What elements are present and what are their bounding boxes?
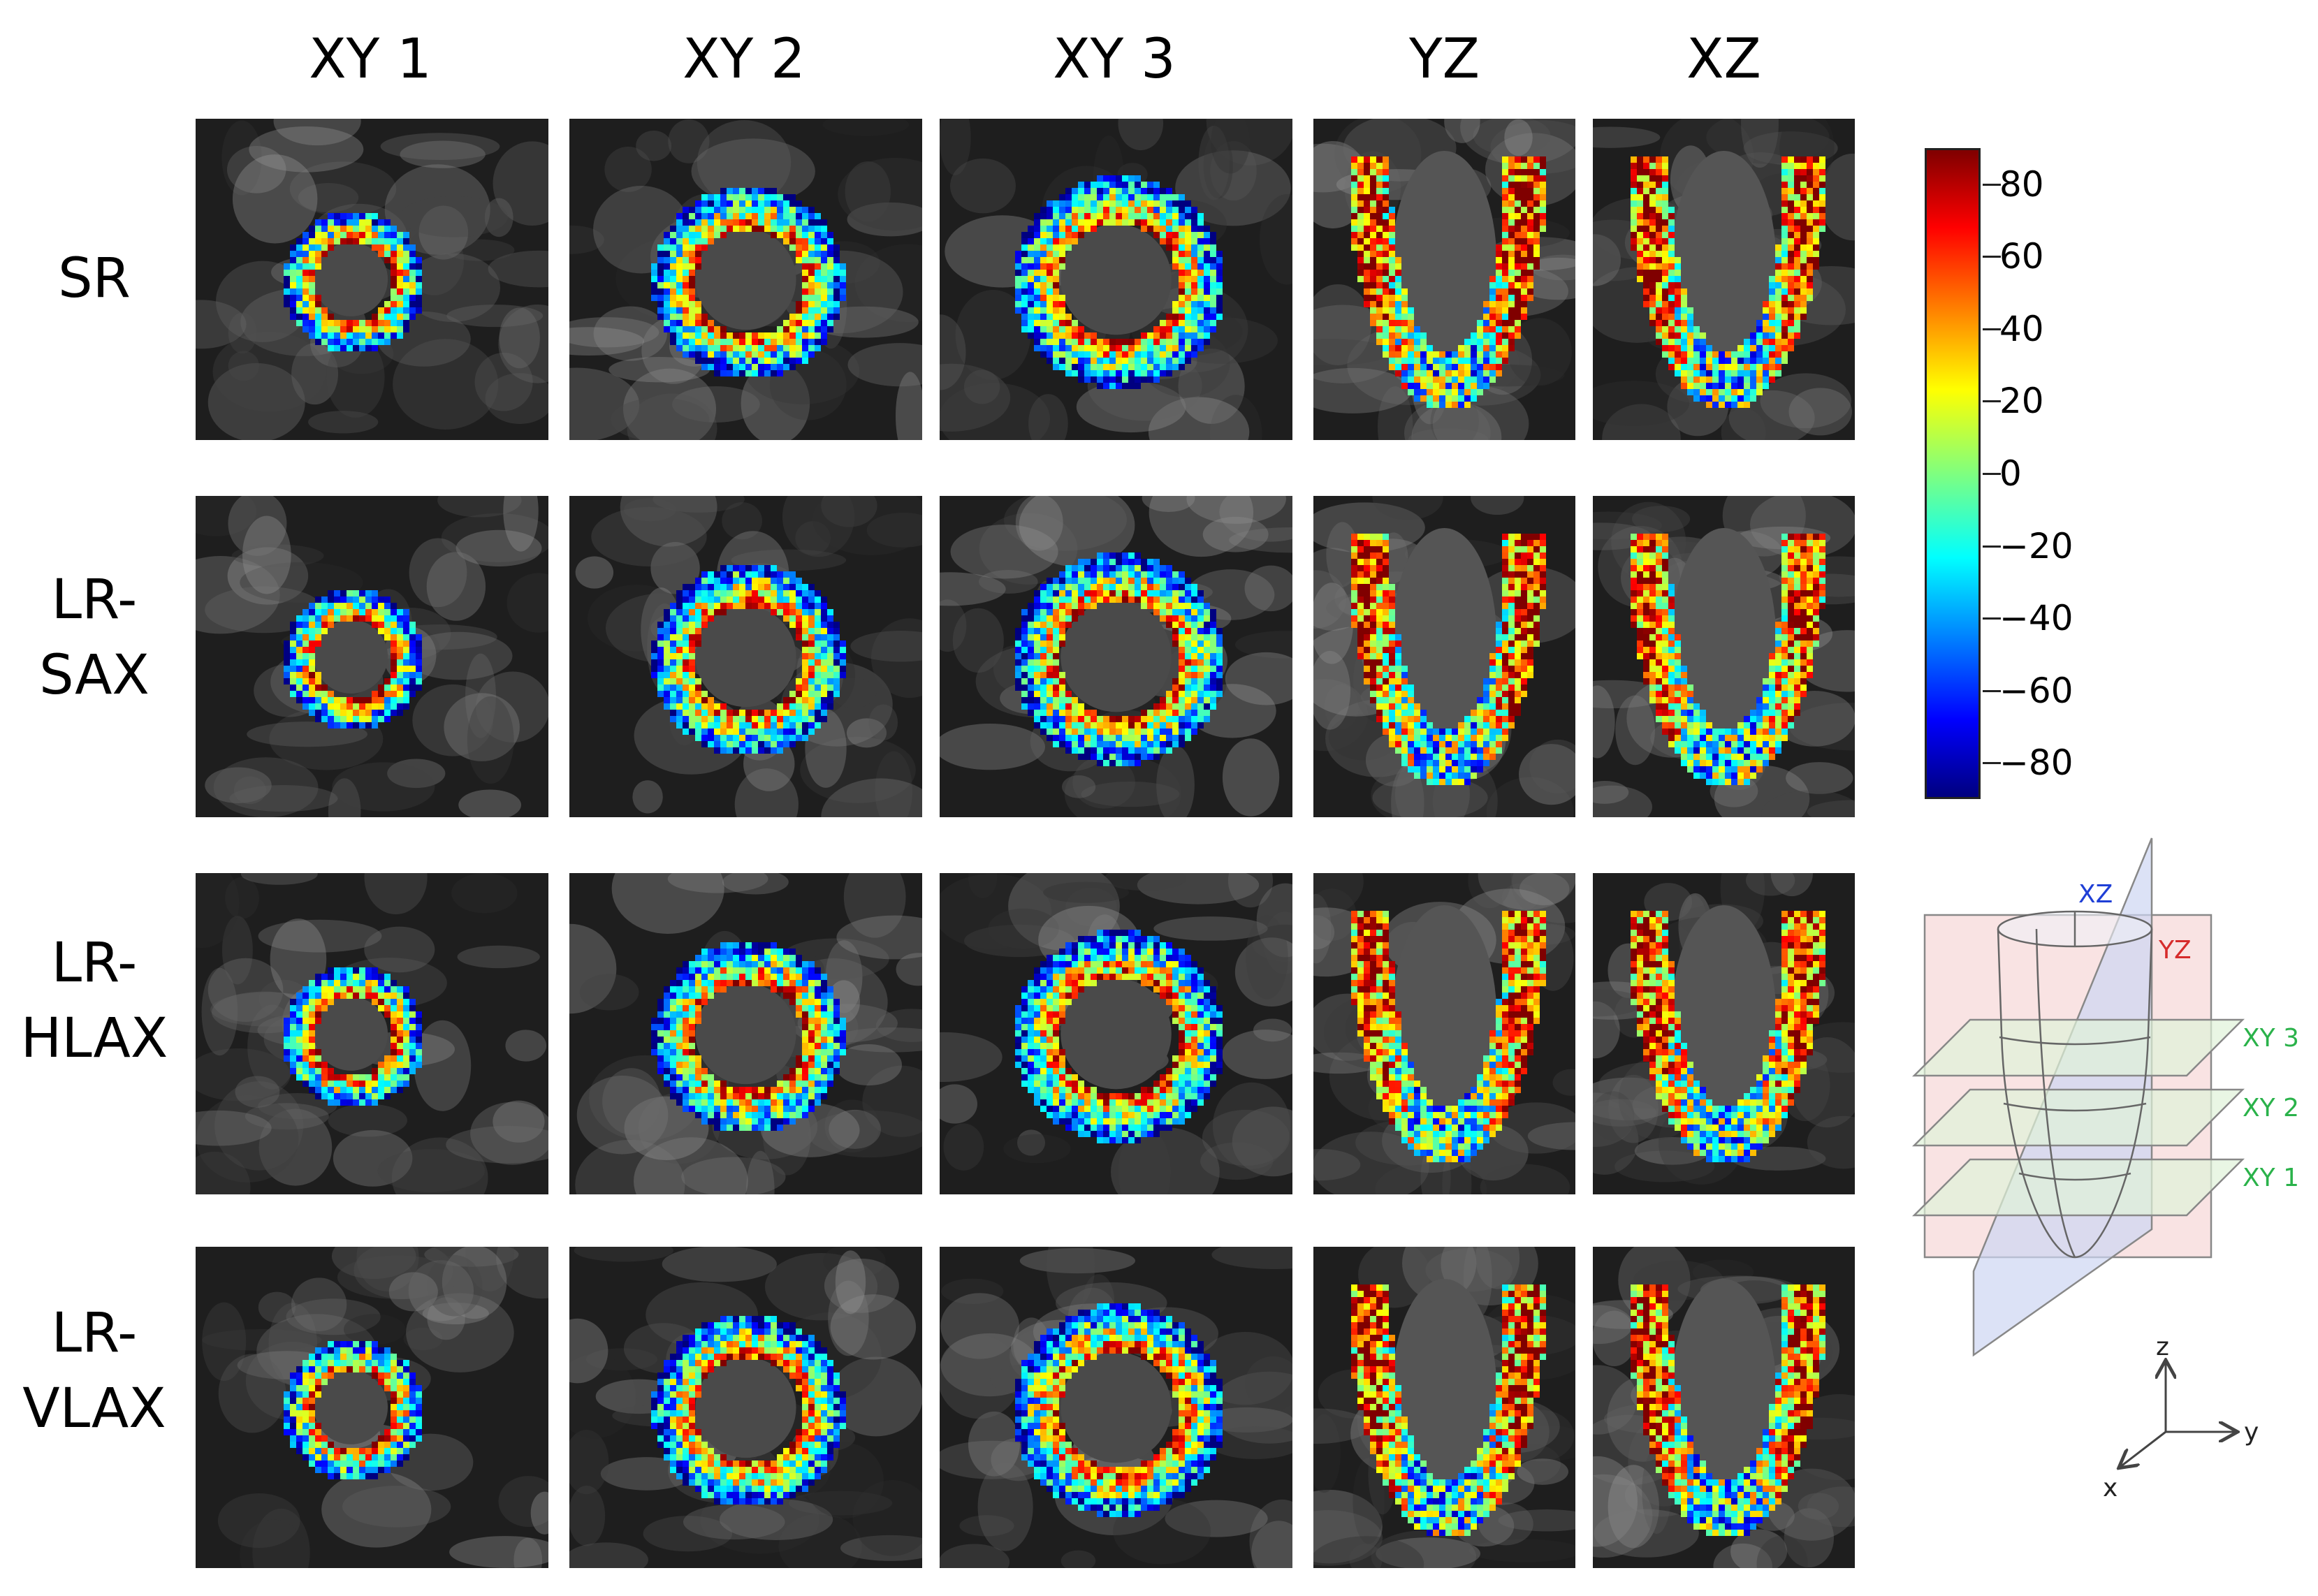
mri-image <box>196 1247 548 1568</box>
row-label-line: VLAX <box>22 1377 166 1440</box>
xy1-plane-label: XY 1 <box>2243 1164 2299 1192</box>
colorbar-tick <box>1983 545 2001 548</box>
column-header-xy2: XY 2 <box>683 28 806 91</box>
colorbar <box>1925 148 1981 799</box>
panel-lr-sax-xy1 <box>196 496 548 817</box>
heart-icon <box>1997 910 2153 1259</box>
panel-lr-sax-xz <box>1593 496 1855 817</box>
row-label-line: HLAX <box>20 1007 168 1070</box>
z-axis-label: z <box>2156 1333 2169 1361</box>
panel-lr-sax-xy2 <box>569 496 922 817</box>
column-header-xz: XZ <box>1686 28 1761 91</box>
colorbar-tick-label: 40 <box>1999 308 2044 349</box>
colorbar-tick <box>1983 617 2001 620</box>
mri-image <box>1313 119 1575 440</box>
colorbar-tick <box>1983 400 2001 403</box>
colorbar-tick-label: −80 <box>1999 742 2073 784</box>
mri-image <box>1593 496 1855 817</box>
mri-image <box>940 496 1292 817</box>
colorbar-tick-label: −20 <box>1999 525 2073 566</box>
panel-lr-vlax-xy1 <box>196 1247 548 1568</box>
panel-lr-hlax-xz <box>1593 873 1855 1194</box>
xy3-plane-label: XY 3 <box>2243 1024 2299 1053</box>
colorbar-tick <box>1983 473 2001 475</box>
y-axis-label: y <box>2244 1418 2259 1447</box>
panel-sr-xz <box>1593 119 1855 440</box>
mri-image <box>1313 873 1575 1194</box>
xy3-plane <box>1911 1018 2245 1077</box>
panel-lr-vlax-xz <box>1593 1247 1855 1568</box>
xy1-plane <box>1911 1158 2245 1217</box>
colorbar-tick-label: 0 <box>1999 453 2022 494</box>
mri-image <box>569 119 922 440</box>
mri-image <box>196 873 548 1194</box>
row-label-lr-hlax: LR- HLAX <box>0 925 189 1076</box>
row-label-lr-sax: LR- SAX <box>0 562 189 713</box>
panel-lr-vlax-yz <box>1313 1247 1575 1568</box>
mri-image <box>940 873 1292 1194</box>
mri-image <box>940 119 1292 440</box>
mri-image <box>569 496 922 817</box>
mri-image <box>196 119 548 440</box>
colorbar-tick-label: 20 <box>1999 381 2044 422</box>
colorbar-tick <box>1983 689 2001 692</box>
row-label-lr-vlax: LR- VLAX <box>0 1296 189 1447</box>
colorbar-tick-label: −40 <box>1999 598 2073 639</box>
row-label-line: SR <box>58 247 131 310</box>
yz-plane-label: YZ <box>2158 936 2192 965</box>
panel-lr-sax-yz <box>1313 496 1575 817</box>
panel-lr-sax-xy3 <box>940 496 1292 817</box>
axes-triad <box>2120 1362 2236 1467</box>
panel-sr-xy2 <box>569 119 922 440</box>
colorbar-tick <box>1983 256 2001 258</box>
row-label-sr: SR <box>0 241 189 316</box>
mri-image <box>569 873 922 1194</box>
panel-lr-hlax-xy2 <box>569 873 922 1194</box>
colorbar-tick <box>1983 183 2001 186</box>
panel-sr-xy1 <box>196 119 548 440</box>
row-label-line: LR- <box>51 932 138 995</box>
plane-schematic: XZ YZ XY 3 XY 2 XY 1 z y x <box>1911 837 2299 1502</box>
mri-image <box>1593 873 1855 1194</box>
panel-lr-hlax-yz <box>1313 873 1575 1194</box>
colorbar-tick-label: 60 <box>1999 236 2044 277</box>
xz-plane-label: XZ <box>2078 880 2113 909</box>
column-header-yz: YZ <box>1408 28 1480 91</box>
colorbar-tick <box>1983 328 2001 330</box>
column-header-xy3: XY 3 <box>1053 28 1176 91</box>
column-header-xy1: XY 1 <box>309 28 432 91</box>
row-label-line: SAX <box>39 644 150 707</box>
row-label-line: LR- <box>51 569 138 631</box>
mri-image <box>1593 1247 1855 1568</box>
colorbar-tick-label: 80 <box>1999 163 2044 205</box>
panel-lr-hlax-xy1 <box>196 873 548 1194</box>
panel-lr-hlax-xy3 <box>940 873 1292 1194</box>
xy2-plane <box>1911 1088 2245 1147</box>
colorbar-tick-label: −60 <box>1999 670 2073 711</box>
mri-image <box>940 1247 1292 1568</box>
panel-sr-xy3 <box>940 119 1292 440</box>
mri-image <box>196 496 548 817</box>
mri-image <box>569 1247 922 1568</box>
panel-lr-vlax-xy3 <box>940 1247 1292 1568</box>
row-label-line: LR- <box>51 1302 138 1365</box>
mri-image <box>1313 496 1575 817</box>
xy2-plane-label: XY 2 <box>2243 1094 2299 1122</box>
panel-lr-vlax-xy2 <box>569 1247 922 1568</box>
x-axis-label: x <box>2103 1474 2117 1502</box>
mri-image <box>1593 119 1855 440</box>
colorbar-tick <box>1983 762 2001 765</box>
mri-image <box>1313 1247 1575 1568</box>
panel-sr-yz <box>1313 119 1575 440</box>
